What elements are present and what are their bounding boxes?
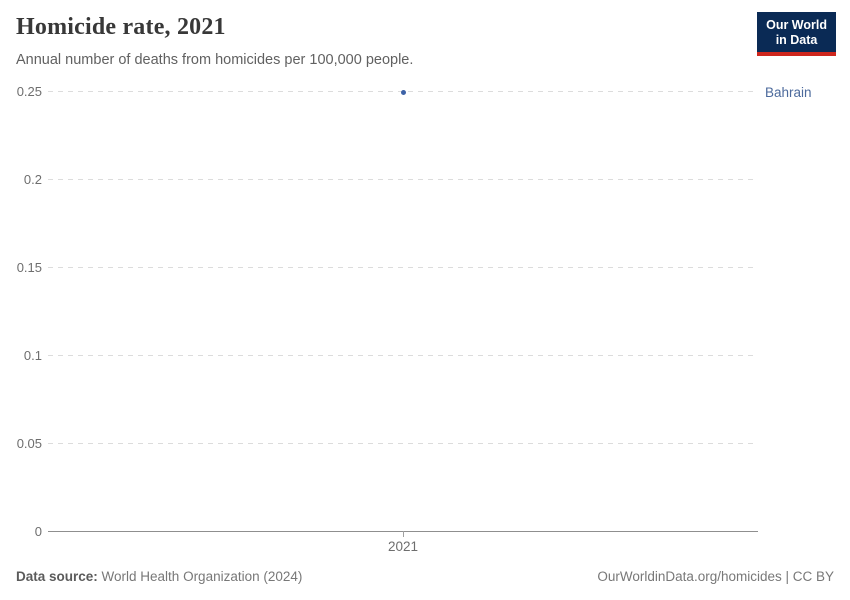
gridline-0-1 — [48, 355, 758, 356]
data-source: Data source: World Health Organization (… — [16, 569, 302, 584]
owid-logo-line2: in Data — [775, 33, 818, 47]
gridline-0-2 — [48, 179, 758, 180]
y-tick-label: 0.1 — [23, 348, 42, 363]
entity-label-bahrain[interactable]: Bahrain — [765, 85, 812, 100]
y-tick-label: 0.15 — [16, 260, 42, 275]
data-source-label: Data source: — [16, 569, 98, 584]
y-tick-label: 0.2 — [23, 172, 42, 187]
y-tick-label: 0 — [34, 524, 42, 539]
x-tick-mark — [403, 531, 404, 537]
x-tick-label: 2021 — [387, 539, 419, 554]
chart-subtitle: Annual number of deaths from homicides p… — [16, 52, 414, 68]
attribution: OurWorldinData.org/homicides | CC BY — [597, 569, 834, 584]
data-source-value: World Health Organization (2024) — [97, 569, 303, 584]
data-point-bahrain[interactable] — [401, 90, 406, 95]
y-tick-label: 0.25 — [16, 84, 42, 99]
page-title: Homicide rate, 2021 — [16, 14, 226, 40]
gridline-0-05 — [48, 443, 758, 444]
owid-logo[interactable]: Our World in Data — [757, 12, 836, 56]
gridline-0-15 — [48, 267, 758, 268]
y-tick-label: 0.05 — [16, 436, 42, 451]
owid-logo-line1: Our World — [766, 18, 827, 32]
